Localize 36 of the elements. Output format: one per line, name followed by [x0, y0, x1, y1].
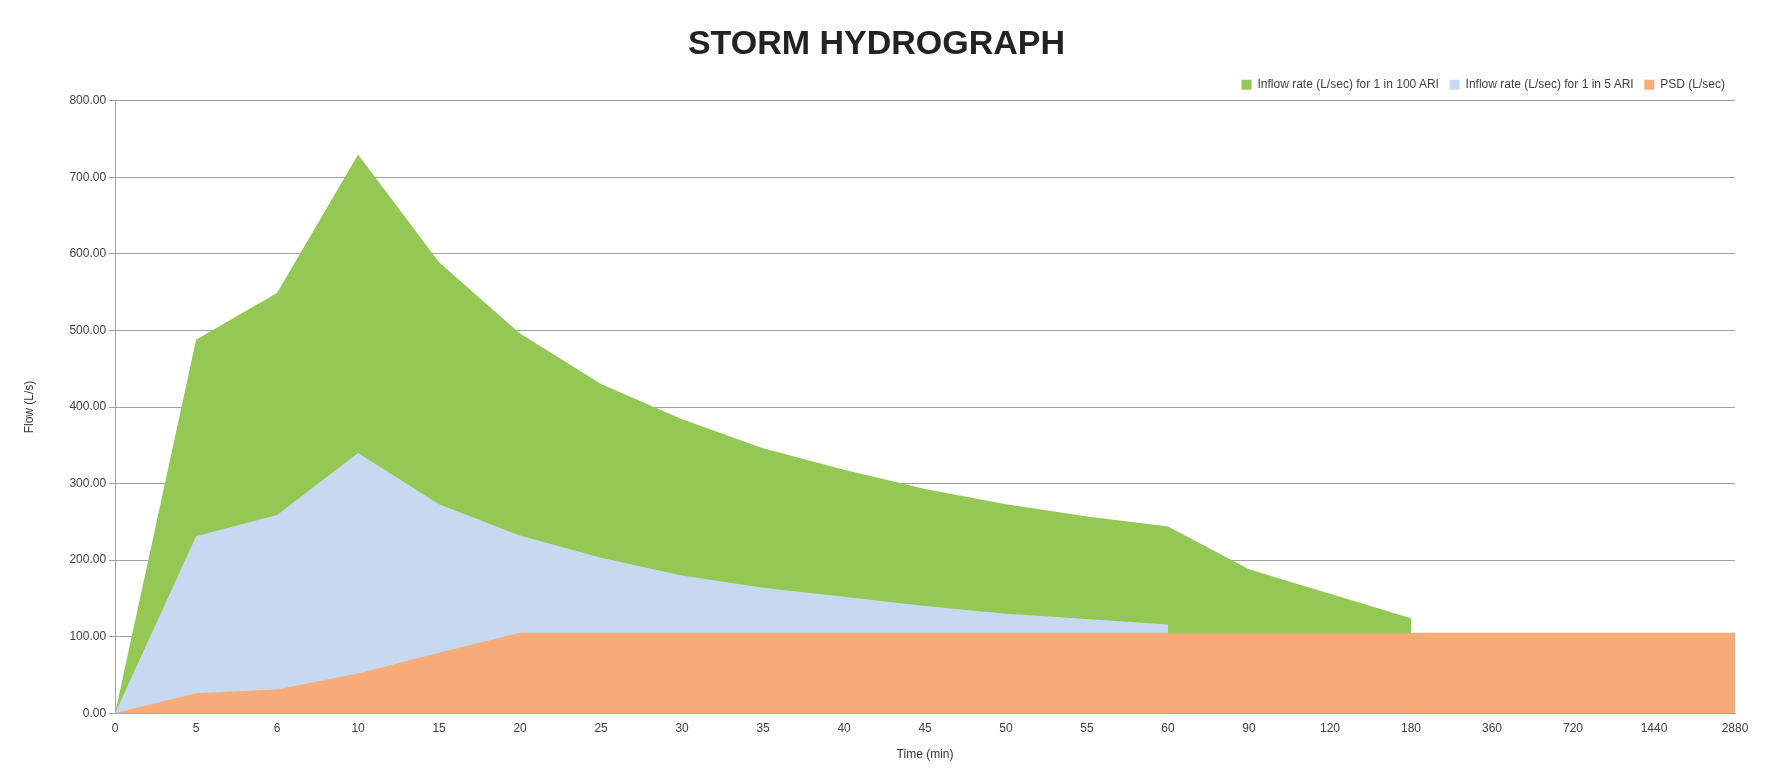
y-tick-label: 800.00 — [69, 93, 107, 108]
y-tick-label: 100.00 — [69, 628, 107, 643]
x-tick-label: 30 — [675, 720, 690, 735]
x-tick-label: 0 — [111, 720, 119, 735]
x-axis-title: Time (min) — [896, 747, 954, 762]
y-tick-label: 200.00 — [69, 552, 107, 567]
x-tick-label: 25 — [594, 720, 609, 735]
y-tick-label: 0.00 — [82, 705, 107, 720]
x-tick-label: 10 — [351, 720, 366, 735]
y-tick-label: 500.00 — [69, 322, 107, 337]
legend-label: Inflow rate (L/sec) for 1 in 5 ARI — [1465, 77, 1634, 92]
y-tick-label: 400.00 — [69, 399, 107, 414]
y-tick-label: 600.00 — [69, 246, 107, 261]
x-tick-label: 35 — [756, 720, 771, 735]
y-tick-label: 300.00 — [69, 475, 107, 490]
x-tick-label: 40 — [837, 720, 852, 735]
y-tick-label: 700.00 — [69, 169, 107, 184]
x-tick-label: 720 — [1562, 720, 1584, 735]
y-axis-title: Flow (L/s) — [21, 380, 36, 434]
x-tick-label: 55 — [1080, 720, 1095, 735]
x-tick-label: 50 — [999, 720, 1014, 735]
x-tick-label: 180 — [1401, 720, 1422, 735]
x-tick-label: 360 — [1482, 720, 1503, 735]
x-tick-label: 60 — [1161, 720, 1176, 735]
legend-label: PSD (L/sec) — [1660, 77, 1726, 92]
x-tick-label: 45 — [918, 720, 933, 735]
x-tick-label: 6 — [273, 720, 281, 735]
chart-title: STORM HYDROGRAPH — [687, 22, 1066, 61]
x-tick-label: 15 — [432, 720, 447, 735]
x-tick-label: 2880 — [1721, 720, 1749, 735]
x-tick-label: 5 — [192, 720, 200, 735]
x-tick-label: 20 — [513, 720, 528, 735]
x-tick-label: 120 — [1320, 720, 1341, 735]
x-tick-label: 90 — [1242, 720, 1257, 735]
x-tick-label: 1440 — [1640, 720, 1668, 735]
legend-label: Inflow rate (L/sec) for 1 in 100 ARI — [1257, 77, 1439, 92]
